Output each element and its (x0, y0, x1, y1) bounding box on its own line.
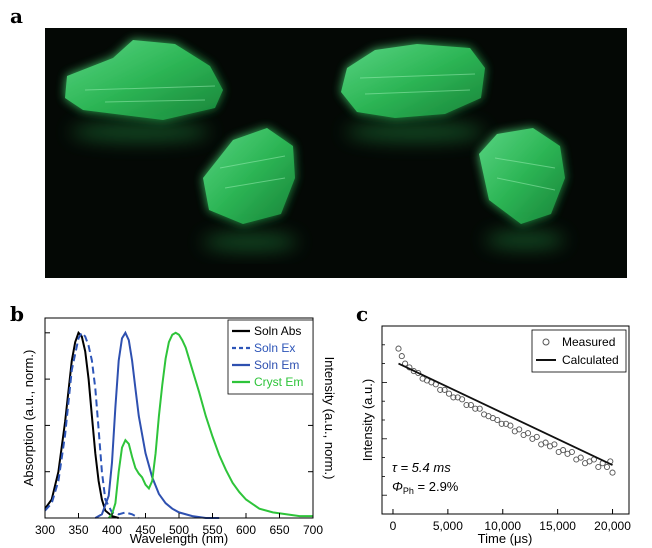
x-tick-label: 350 (68, 523, 88, 537)
crystal-4 (479, 128, 565, 224)
legend-label: Soln Em (254, 358, 299, 372)
x-tick-label: 300 (35, 523, 55, 537)
crystal-photo-icon (45, 28, 627, 278)
panel-label-a: a (10, 4, 23, 28)
series-line-cryst-em (107, 331, 313, 519)
x-tick-label: 400 (102, 523, 122, 537)
panel-label-c: c (356, 302, 369, 326)
x-tick-label: 650 (269, 523, 289, 537)
series-line-soln-abs (44, 330, 119, 519)
chart-b-xlabel: Wavelength (nm) (130, 531, 229, 546)
x-tick-label: 450 (135, 523, 155, 537)
legend-label: Cryst Em (254, 375, 303, 389)
chart-b-ylabel-right: Intensity (a.u., norm.) (322, 357, 337, 480)
series-line-soln-ex (44, 331, 140, 519)
x-tick-label: 600 (236, 523, 256, 537)
crystal-3 (203, 128, 295, 224)
legend-label: Soln Abs (254, 324, 301, 338)
x-tick-label: 700 (303, 523, 323, 537)
crystal-2 (341, 44, 485, 118)
x-tick-label: 500 (169, 523, 189, 537)
crystal-photo (45, 28, 627, 278)
series-line-soln-em (94, 330, 220, 519)
panel-label-b: b (10, 302, 24, 326)
chart-b-ylabel-left: Absorption (a.u., norm.) (21, 350, 36, 487)
legend-label: Soln Ex (254, 341, 295, 355)
chart-b-legend: Soln Abs Soln Ex Soln Em Cryst Em (227, 319, 314, 395)
x-tick-label: 550 (202, 523, 222, 537)
